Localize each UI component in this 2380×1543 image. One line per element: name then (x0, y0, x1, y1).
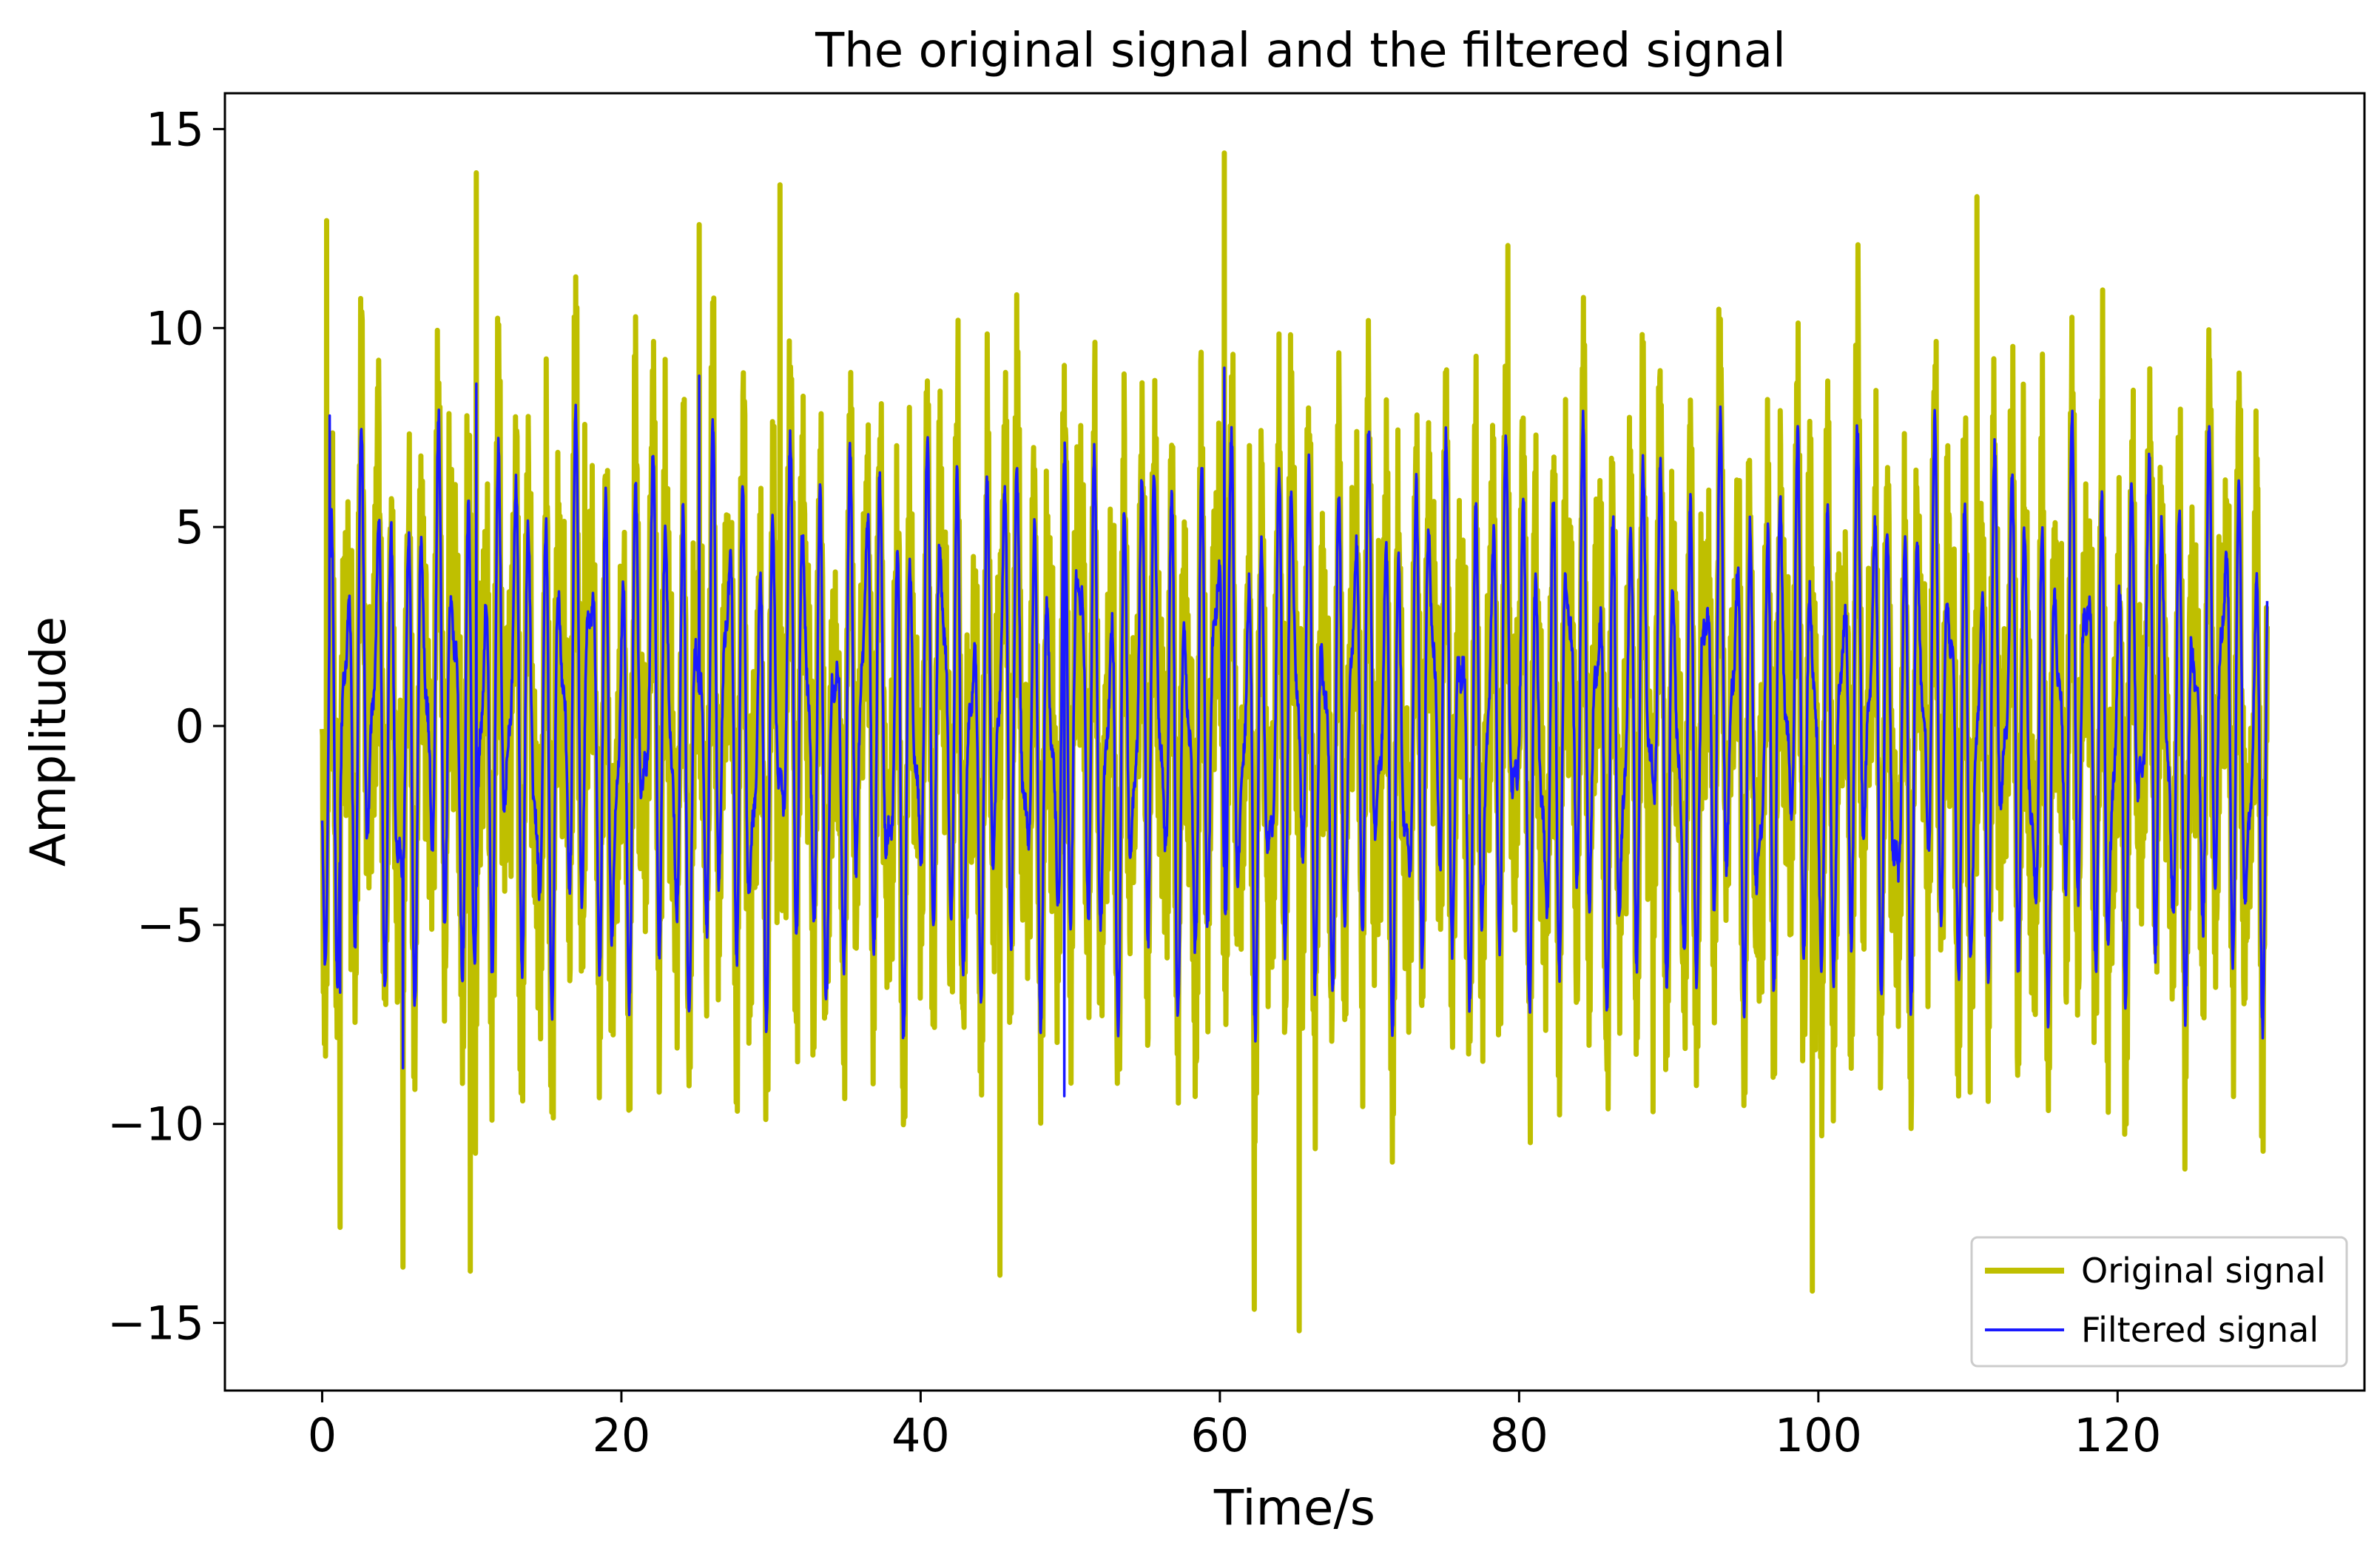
x-tick-label: 100 (1775, 1408, 1862, 1462)
series-line-filtered (320, 366, 2269, 1097)
y-tick-label: −5 (137, 898, 204, 952)
x-tick-label: 80 (1490, 1408, 1548, 1462)
x-axis: 0 20 40 60 80 100 120 (308, 1391, 2161, 1462)
x-tick-label: 20 (592, 1408, 650, 1462)
y-tick-label: −15 (107, 1297, 204, 1351)
y-axis-label: Amplitude (20, 616, 77, 867)
x-tick-label: 120 (2074, 1408, 2161, 1462)
y-axis: 15 10 5 0 −5 −10 −15 (107, 102, 225, 1351)
x-tick-label: 40 (891, 1408, 950, 1462)
legend-box (1970, 1236, 2348, 1368)
y-tick-label: 10 (146, 301, 204, 355)
x-tick-label: 60 (1190, 1408, 1249, 1462)
chart-title: The original signal and the filtered sig… (815, 24, 1786, 78)
y-tick-label: 15 (146, 102, 204, 156)
x-axis-label: Time/s (1213, 1479, 1375, 1536)
plot-frame (223, 92, 2366, 1392)
legend: Original signal Filtered signal (1970, 1236, 2348, 1368)
y-tick-label: −10 (107, 1097, 204, 1152)
plot-area (320, 150, 2270, 1334)
y-tick-label: 0 (175, 699, 204, 753)
legend-label-filtered: Filtered signal (2081, 1310, 2319, 1350)
x-tick-label: 0 (308, 1408, 337, 1462)
y-tick-label: 5 (175, 500, 204, 554)
legend-label-original: Original signal (2081, 1251, 2326, 1291)
